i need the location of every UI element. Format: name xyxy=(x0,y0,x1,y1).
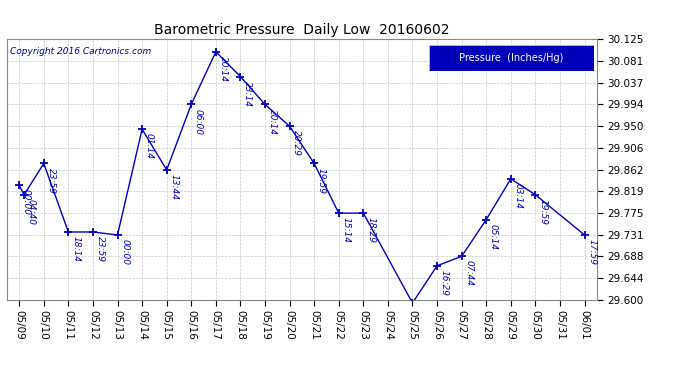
Text: 19:59: 19:59 xyxy=(317,168,326,194)
Text: 13:44: 13:44 xyxy=(170,174,179,200)
Text: 00:00: 00:00 xyxy=(120,239,129,265)
Text: 17:59: 17:59 xyxy=(587,239,596,265)
Text: 20:14: 20:14 xyxy=(219,56,228,82)
Text: 04:40: 04:40 xyxy=(27,199,36,225)
Title: Barometric Pressure  Daily Low  20160602: Barometric Pressure Daily Low 20160602 xyxy=(154,23,450,37)
Text: 06:00: 06:00 xyxy=(194,109,203,135)
Text: 18:29: 18:29 xyxy=(366,217,375,243)
Text: 01:14: 01:14 xyxy=(145,134,154,159)
Text: 00:00: 00:00 xyxy=(22,189,31,216)
Text: 23:59: 23:59 xyxy=(96,236,105,262)
Text: 05:14: 05:14 xyxy=(489,224,498,250)
Text: 19:59: 19:59 xyxy=(538,199,547,225)
Text: 18:14: 18:14 xyxy=(71,236,80,262)
Text: 20:14: 20:14 xyxy=(268,109,277,135)
Text: Copyright 2016 Cartronics.com: Copyright 2016 Cartronics.com xyxy=(10,47,151,56)
Text: 15:14: 15:14 xyxy=(342,217,351,243)
Text: 17:44: 17:44 xyxy=(0,374,1,375)
Text: 07:44: 07:44 xyxy=(464,261,473,286)
Text: 20:29: 20:29 xyxy=(293,130,302,156)
Text: 03:14: 03:14 xyxy=(513,183,522,209)
Text: 23:59: 23:59 xyxy=(46,168,56,194)
Text: 16:29: 16:29 xyxy=(440,270,449,296)
Text: 23:14: 23:14 xyxy=(243,81,253,107)
